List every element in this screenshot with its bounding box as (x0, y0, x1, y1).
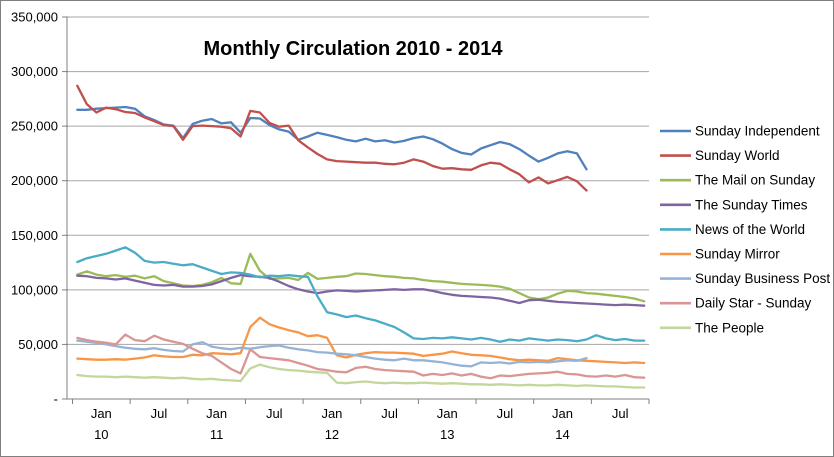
axis-labels: - 50,000 100,000 150,000 200,000 250,000 300,0… (11, 10, 629, 443)
x-tick-month-label: Jan (552, 406, 573, 421)
legend-label: The Sunday Times (695, 197, 808, 212)
x-tick-year-label: 10 (94, 427, 108, 442)
gridlines (67, 16, 649, 345)
legend-item-sunday-business-post: Sunday Business Post (660, 271, 830, 286)
y-tick-label: 100,000 (11, 282, 58, 297)
y-tick-label: 350,000 (11, 10, 58, 25)
legend-label: Daily Star - Sunday (695, 296, 812, 311)
legend-label: Sunday Independent (695, 124, 820, 139)
legend-item-sunday-mirror: Sunday Mirror (660, 247, 780, 262)
axes (62, 16, 650, 404)
x-tick-month-label: Jul (381, 406, 398, 421)
chart-title: Monthly Circulation 2010 - 2014 (204, 38, 504, 60)
series-line-the-sunday-times (76, 273, 646, 307)
legend-item-sunday-world: Sunday World (660, 148, 780, 163)
y-tick-label: 50,000 (18, 337, 58, 352)
x-tick-year-label: 13 (440, 427, 454, 442)
series-line-sunday-business-post (76, 339, 588, 368)
x-tick-month-label: Jan (91, 406, 112, 421)
series-line-the-people (76, 363, 646, 389)
y-tick-label: 200,000 (11, 173, 58, 188)
y-tick-label: 150,000 (11, 228, 58, 243)
legend-label: Sunday Mirror (695, 247, 780, 262)
legend-item-news-of-the-world: News of the World (660, 222, 805, 237)
legend-item-daily-star-sunday: Daily Star - Sunday (660, 296, 812, 311)
x-tick-month-label: Jul (266, 406, 283, 421)
x-tick-month-label: Jan (321, 406, 342, 421)
x-tick-year-label: 11 (210, 427, 224, 442)
y-tick-label: 250,000 (11, 119, 58, 134)
x-tick-month-label: Jul (497, 406, 514, 421)
legend-item-the-people: The People (660, 320, 764, 335)
x-tick-month-label: Jul (612, 406, 629, 421)
series-lines (76, 84, 646, 389)
y-tick-label: - (54, 392, 58, 407)
x-tick-year-label: 12 (325, 427, 339, 442)
series-line-news-of-the-world (76, 246, 646, 343)
series-line-the-mail-on-sunday (76, 252, 646, 303)
y-tick-label: 300,000 (11, 64, 58, 79)
series-line-daily-star-sunday (76, 333, 646, 380)
legend-label: The People (695, 320, 764, 335)
legend-item-sunday-independent: Sunday Independent (660, 124, 820, 139)
series-line-sunday-world (76, 84, 588, 192)
legend-label: Sunday Business Post (695, 271, 830, 286)
x-tick-year-label: 14 (555, 427, 569, 442)
legend-item-the-sunday-times: The Sunday Times (660, 197, 808, 212)
legend-label: Sunday World (695, 148, 780, 163)
legend-item-the-mail-on-sunday: The Mail on Sunday (660, 173, 815, 188)
x-tick-month-label: Jan (437, 406, 458, 421)
legend-label: The Mail on Sunday (695, 173, 815, 188)
x-tick-month-label: Jul (151, 406, 168, 421)
series-line-sunday-mirror (76, 316, 646, 365)
x-tick-month-label: Jan (206, 406, 227, 421)
legend: Sunday Independent Sunday World The Mail o… (660, 124, 830, 335)
legend-label: News of the World (695, 222, 805, 237)
